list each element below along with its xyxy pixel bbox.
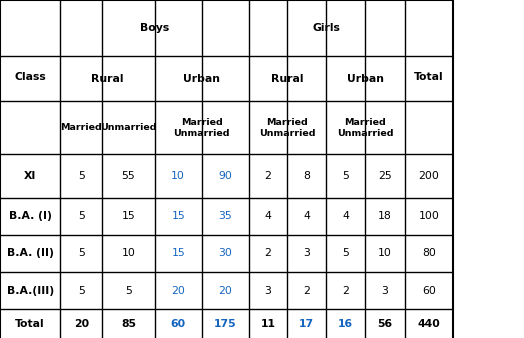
Text: Class: Class	[14, 72, 46, 82]
Text: Boys: Boys	[140, 23, 169, 33]
Text: 30: 30	[219, 248, 232, 259]
Text: 15: 15	[122, 211, 135, 221]
Text: Married: Married	[60, 123, 102, 132]
Text: 10: 10	[378, 248, 392, 259]
Text: 4: 4	[303, 211, 310, 221]
Text: Married
Unmarried: Married Unmarried	[259, 118, 315, 138]
Text: Married
Unmarried: Married Unmarried	[337, 118, 394, 138]
Text: Married
Unmarried: Married Unmarried	[173, 118, 230, 138]
Text: 100: 100	[419, 211, 439, 221]
Text: 60: 60	[422, 286, 436, 296]
Text: 2: 2	[265, 248, 271, 259]
Text: 80: 80	[422, 248, 436, 259]
Text: 60: 60	[171, 319, 185, 330]
Text: 3: 3	[303, 248, 310, 259]
Text: 2: 2	[303, 286, 310, 296]
Text: 10: 10	[171, 171, 185, 181]
Text: 4: 4	[265, 211, 271, 221]
Text: 8: 8	[303, 171, 310, 181]
Text: 55: 55	[122, 171, 135, 181]
Text: 5: 5	[78, 171, 85, 181]
Text: B.A. (II): B.A. (II)	[7, 248, 53, 259]
Text: Girls: Girls	[313, 23, 341, 33]
Text: 18: 18	[378, 211, 392, 221]
Text: 10: 10	[122, 248, 135, 259]
Text: 90: 90	[219, 171, 232, 181]
Text: 25: 25	[378, 171, 392, 181]
Text: 17: 17	[299, 319, 314, 330]
Text: 5: 5	[78, 286, 85, 296]
Text: XI: XI	[24, 171, 36, 181]
Text: 5: 5	[342, 248, 349, 259]
Text: Urban: Urban	[183, 74, 220, 83]
Text: 20: 20	[219, 286, 232, 296]
Bar	[0, 0, 453, 338]
Text: 15: 15	[171, 211, 185, 221]
Text: 11: 11	[260, 319, 276, 330]
Text: 20: 20	[171, 286, 185, 296]
Text: 175: 175	[214, 319, 237, 330]
Text: Urban: Urban	[347, 74, 384, 83]
Text: 85: 85	[121, 319, 136, 330]
Text: 440: 440	[418, 319, 440, 330]
Text: 56: 56	[377, 319, 392, 330]
Text: 2: 2	[342, 286, 349, 296]
Text: 4: 4	[342, 211, 349, 221]
Text: 35: 35	[219, 211, 232, 221]
Text: 2: 2	[265, 171, 271, 181]
Text: 3: 3	[381, 286, 388, 296]
Text: Total: Total	[414, 72, 444, 82]
Text: 3: 3	[265, 286, 271, 296]
Text: Rural: Rural	[91, 74, 124, 83]
Text: 5: 5	[78, 211, 85, 221]
Text: 20: 20	[74, 319, 89, 330]
Text: Unmarried: Unmarried	[100, 123, 157, 132]
Text: 5: 5	[78, 248, 85, 259]
Text: 5: 5	[342, 171, 349, 181]
Text: 200: 200	[419, 171, 439, 181]
Text: 16: 16	[338, 319, 353, 330]
Text: 5: 5	[125, 286, 132, 296]
Text: B.A.(III): B.A.(III)	[7, 286, 53, 296]
Text: Rural: Rural	[271, 74, 304, 83]
Text: B.A. (I): B.A. (I)	[9, 211, 51, 221]
Text: 15: 15	[171, 248, 185, 259]
Text: Total: Total	[15, 319, 45, 330]
